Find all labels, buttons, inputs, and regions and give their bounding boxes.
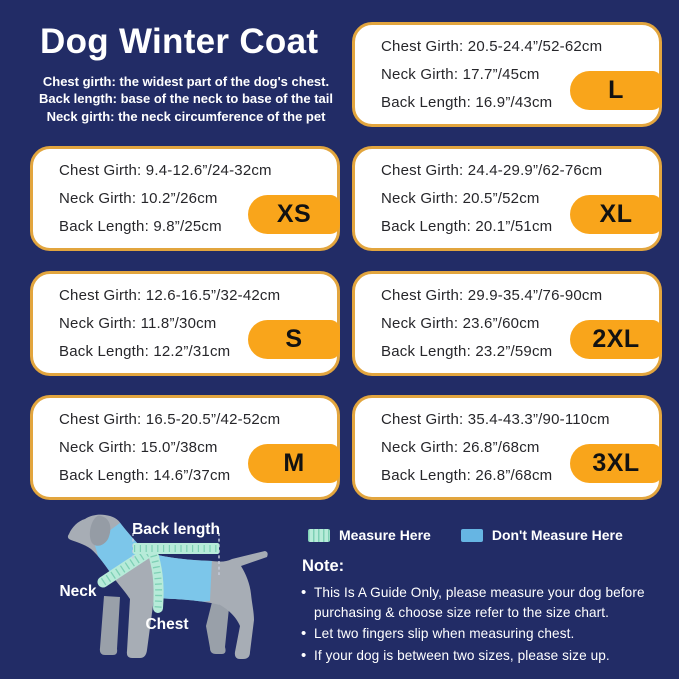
back-length-text: Back Length: 26.8”/68cm [381, 467, 553, 484]
back-length-text: Back Length: 12.2”/31cm [59, 343, 231, 360]
back-length-text: Back Length: 9.8”/25cm [59, 218, 222, 235]
neck-girth-text: Neck Girth: 11.8”/30cm [59, 315, 217, 332]
chest-label: Chest [145, 616, 188, 633]
dog-measurement-diagram: Back length Neck Chest [59, 514, 268, 659]
chest-girth-text: Chest Girth: 9.4-12.6”/24-32cm [59, 162, 272, 179]
dont-measure-label: Don't Measure Here [491, 527, 623, 543]
size-badge-s: S [248, 320, 340, 359]
size-card-xl: Chest Girth: 24.4-29.9”/62-76cm Neck Gir… [352, 146, 662, 251]
neck-measure-tape [97, 547, 153, 588]
definition-neck-girth: Neck girth: the neck circumference of th… [46, 108, 326, 124]
chest-girth-text: Chest Girth: 24.4-29.9”/62-76cm [381, 162, 603, 179]
size-card-l: Chest Girth: 20.5-24.4”/52-62cm Neck Gir… [352, 22, 662, 127]
back-length-label: Back length [132, 521, 220, 538]
size-card-xs: Chest Girth: 9.4-12.6”/24-32cm Neck Girt… [30, 146, 340, 251]
definition-back-length: Back length: base of the neck to base of… [38, 91, 333, 107]
size-badge-m: M [248, 444, 340, 483]
measurement-definitions: Chest girth: the widest part of the dog'… [30, 73, 342, 125]
dog-far-front-leg [99, 596, 120, 655]
legend-item-measure: Measure Here [308, 527, 431, 543]
chest-tape-ticks [148, 548, 163, 609]
note-item: Let two fingers slip when measuring ches… [300, 623, 674, 644]
neck-girth-text: Neck Girth: 17.7”/45cm [381, 66, 540, 83]
page-title: Dog Winter Coat [40, 22, 319, 61]
dont-measure-swatch-icon [460, 528, 483, 542]
dog-far-hind-leg [206, 602, 229, 654]
note-item: This Is A Guide Only, please measure you… [300, 582, 674, 622]
chest-girth-text: Chest Girth: 20.5-24.4”/52-62cm [381, 38, 603, 55]
note-list: This Is A Guide Only, please measure you… [300, 582, 674, 667]
legend: Measure Here Don't Measure Here [308, 527, 674, 543]
back-length-text: Back Length: 23.2”/59cm [381, 343, 553, 360]
size-card-m: Chest Girth: 16.5-20.5”/42-52cm Neck Gir… [30, 395, 340, 500]
measure-here-swatch-icon [308, 528, 330, 542]
size-badge-3xl: 3XL [570, 444, 662, 483]
neck-girth-text: Neck Girth: 23.6”/60cm [381, 315, 540, 332]
size-badge-xl: XL [570, 195, 662, 234]
chest-highlight-zone [152, 553, 212, 606]
back-length-text: Back Length: 14.6”/37cm [59, 467, 231, 484]
back-length-text: Back Length: 16.9”/43cm [381, 94, 553, 111]
note-item: If your dog is between two sizes, please… [300, 645, 674, 666]
back-length-ruler [133, 543, 219, 554]
legend-item-dont-measure: Don't Measure Here [460, 527, 623, 543]
chest-girth-text: Chest Girth: 16.5-20.5”/42-52cm [59, 411, 281, 428]
size-badge-2xl: 2XL [570, 320, 662, 359]
size-card-3xl: Chest Girth: 35.4-43.3”/90-110cm Neck Gi… [352, 395, 662, 500]
legend-and-note: Measure Here Don't Measure Here Note: Th… [300, 527, 674, 668]
neck-girth-text: Neck Girth: 15.0”/38cm [59, 439, 218, 456]
header: Dog Winter Coat Chest girth: the widest … [30, 18, 342, 125]
chest-girth-text: Chest Girth: 29.9-35.4”/76-90cm [381, 287, 603, 304]
size-badge-l: L [570, 71, 662, 110]
neck-girth-text: Neck Girth: 20.5”/52cm [381, 190, 540, 207]
dog-ear [89, 515, 111, 546]
chest-girth-text: Chest Girth: 35.4-43.3”/90-110cm [381, 411, 610, 428]
size-card-s: Chest Girth: 12.6-16.5”/32-42cm Neck Gir… [30, 271, 340, 376]
back-length-text: Back Length: 20.1”/51cm [381, 218, 553, 235]
definition-chest-girth: Chest girth: the widest part of the dog'… [42, 73, 330, 89]
size-badge-xs: XS [248, 195, 340, 234]
neck-girth-text: Neck Girth: 10.2”/26cm [59, 190, 218, 207]
measure-here-label: Measure Here [339, 527, 431, 543]
neck-label: Neck [59, 583, 96, 600]
size-card-2xl: Chest Girth: 29.9-35.4”/76-90cm Neck Gir… [352, 271, 662, 376]
neck-girth-text: Neck Girth: 26.8”/68cm [381, 439, 540, 456]
note-heading: Note: [302, 557, 345, 575]
chest-girth-text: Chest Girth: 12.6-16.5”/32-42cm [59, 287, 281, 304]
